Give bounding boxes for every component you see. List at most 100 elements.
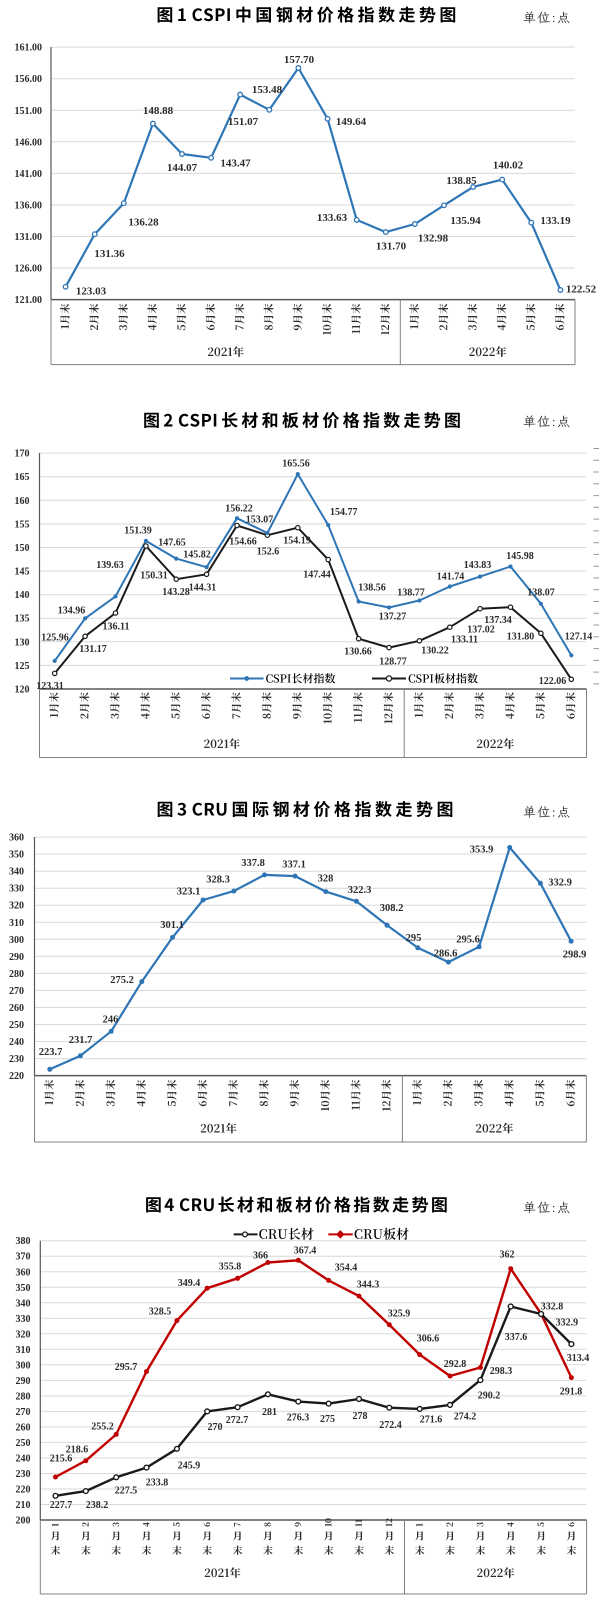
svg-text:367.4: 367.4 [294,1246,317,1257]
svg-text:223.7: 223.7 [39,1047,63,1058]
svg-text:123.03: 123.03 [76,285,107,297]
svg-text:128.77: 128.77 [379,657,407,668]
svg-text:270: 270 [208,1422,223,1433]
svg-text:147.65: 147.65 [158,538,186,549]
svg-text:298.9: 298.9 [563,950,587,961]
svg-text:120: 120 [15,685,30,696]
svg-text:322.3: 322.3 [348,885,372,896]
svg-text:131.36: 131.36 [94,248,125,260]
svg-text:349.4: 349.4 [178,1278,201,1289]
svg-text:360: 360 [16,1267,31,1278]
svg-text:246: 246 [103,1015,119,1026]
svg-text:310: 310 [16,1345,31,1356]
svg-text:280: 280 [9,969,24,980]
svg-text:133.19: 133.19 [540,215,571,227]
svg-text:125.96: 125.96 [41,633,69,644]
svg-text:306.6: 306.6 [417,1334,440,1345]
svg-text:138.07: 138.07 [527,588,555,599]
svg-text:255.2: 255.2 [91,1422,114,1433]
svg-text:145.98: 145.98 [506,551,534,562]
svg-text:328.3: 328.3 [206,875,230,886]
svg-text:134.96: 134.96 [58,606,86,617]
svg-text:151.39: 151.39 [124,526,152,537]
svg-text:340: 340 [9,867,24,878]
svg-text:147.44: 147.44 [303,570,331,581]
svg-text:332.9: 332.9 [556,1318,579,1329]
svg-text:245.9: 245.9 [178,1461,201,1472]
svg-text:298.3: 298.3 [490,1366,513,1377]
svg-text:137.34: 137.34 [484,615,512,626]
svg-text:151.07: 151.07 [228,116,259,128]
svg-text:260: 260 [9,1003,24,1014]
svg-text:140: 140 [15,590,30,601]
svg-text:140.02: 140.02 [493,159,524,171]
svg-text:141.74: 141.74 [437,572,465,583]
svg-text:344.3: 344.3 [357,1280,380,1291]
svg-text:330: 330 [16,1314,31,1325]
svg-text:210: 210 [16,1500,31,1511]
svg-text:275.2: 275.2 [110,975,134,986]
svg-text:301.1: 301.1 [160,920,184,931]
svg-text:231.7: 231.7 [69,1035,93,1046]
svg-text:136.11: 136.11 [103,622,130,633]
svg-text:230: 230 [16,1469,31,1480]
svg-text:350: 350 [9,850,24,861]
svg-text:215.6: 215.6 [50,1454,73,1465]
svg-text:123.31: 123.31 [36,681,64,692]
svg-text:295: 295 [406,933,422,944]
svg-text:139.63: 139.63 [96,560,124,571]
svg-text:330: 330 [9,884,24,895]
svg-text:138.56: 138.56 [358,583,386,594]
svg-text:125: 125 [15,661,30,672]
svg-text:260: 260 [16,1422,31,1433]
svg-text:149.64: 149.64 [336,116,367,128]
svg-text:370: 370 [16,1252,31,1263]
svg-text:275: 275 [320,1414,335,1425]
svg-text:126.00: 126.00 [15,264,43,275]
svg-text:240: 240 [9,1037,24,1048]
svg-text:122.52: 122.52 [566,283,597,295]
svg-text:154.66: 154.66 [229,537,257,548]
svg-text:218.6: 218.6 [66,1445,89,1456]
svg-text:313.4: 313.4 [567,1353,590,1364]
svg-text:353.9: 353.9 [470,845,494,856]
svg-text:290.2: 290.2 [478,1391,501,1402]
svg-text:130.22: 130.22 [421,646,449,657]
svg-text:131.17: 131.17 [79,644,107,655]
svg-text:170: 170 [15,449,30,460]
svg-text:240: 240 [16,1453,31,1464]
svg-text:332.9: 332.9 [548,878,572,889]
svg-text:153.48: 153.48 [252,84,283,96]
svg-text:131.70: 131.70 [376,240,407,252]
svg-text:272.4: 272.4 [379,1420,402,1431]
svg-text:156.00: 156.00 [15,74,43,85]
svg-text:295.7: 295.7 [115,1362,138,1373]
svg-text:271.6: 271.6 [420,1415,443,1426]
svg-text:153.07: 153.07 [246,515,274,526]
svg-text:150: 150 [15,543,30,554]
svg-text:290: 290 [9,952,24,963]
svg-text:220: 220 [16,1485,31,1496]
svg-text:323.1: 323.1 [177,887,201,898]
svg-text:308.2: 308.2 [380,903,404,914]
svg-text:145.82: 145.82 [183,550,211,561]
svg-text:280: 280 [16,1391,31,1402]
svg-text:146.00: 146.00 [15,137,43,148]
svg-text:276.3: 276.3 [287,1413,310,1424]
svg-text:154.77: 154.77 [330,507,358,518]
svg-text:380: 380 [16,1236,31,1247]
svg-text:165: 165 [15,472,30,483]
svg-text:200: 200 [16,1516,31,1527]
svg-text:137.02: 137.02 [467,625,495,636]
svg-text:281: 281 [262,1407,277,1418]
svg-text:141.00: 141.00 [15,169,43,180]
svg-text:328: 328 [318,874,334,885]
svg-text:135: 135 [15,614,30,625]
svg-text:291.8: 291.8 [560,1387,583,1398]
svg-text:332.8: 332.8 [541,1302,564,1313]
svg-text:250: 250 [16,1438,31,1449]
svg-text:165.56: 165.56 [282,459,310,470]
svg-text:227.7: 227.7 [50,1500,73,1511]
svg-text:325.9: 325.9 [388,1309,411,1320]
svg-text:220: 220 [9,1071,24,1082]
